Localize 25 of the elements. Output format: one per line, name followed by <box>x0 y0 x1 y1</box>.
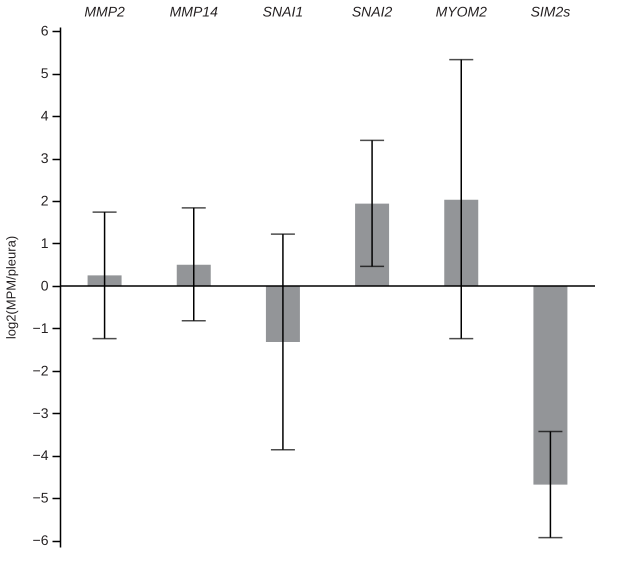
x-tick-label: MMP2 <box>84 4 126 20</box>
y-tick-label: 5 <box>40 65 49 82</box>
x-tick-label: MMP14 <box>170 4 218 20</box>
x-tick-label: MYOM2 <box>436 4 488 20</box>
bar <box>355 204 390 286</box>
y-tick-label: −3 <box>32 404 49 421</box>
y-axis-title: log2(MPM/pleura) <box>4 236 19 340</box>
bar <box>444 200 478 286</box>
y-tick-label: −2 <box>32 362 49 378</box>
y-tick-label: −1 <box>32 320 49 336</box>
bar <box>176 264 211 286</box>
x-tick-label: SNAI2 <box>352 4 393 20</box>
bar <box>266 286 300 342</box>
y-tick-label: −4 <box>32 447 49 464</box>
x-tick-label: SNAI1 <box>262 4 304 20</box>
y-tick-label: 0 <box>40 277 49 294</box>
y-tick-label: 3 <box>40 150 49 166</box>
y-tick-label: 6 <box>40 22 49 39</box>
y-tick-label: −5 <box>32 490 49 506</box>
y-tick-label: 1 <box>40 234 49 251</box>
y-tick-label: 4 <box>40 108 49 124</box>
y-tick-label: 2 <box>40 192 49 209</box>
x-tick-label: SIM2s <box>530 4 570 20</box>
y-tick-label: −6 <box>32 532 49 548</box>
bar <box>533 286 568 485</box>
